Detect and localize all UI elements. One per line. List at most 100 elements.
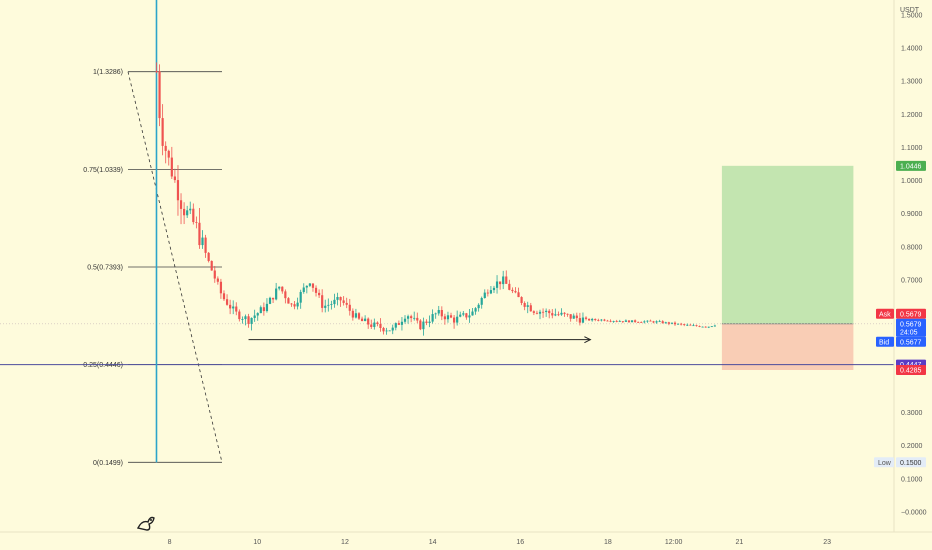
price-tick-label: 1.3000 — [901, 79, 923, 86]
candle-body — [357, 313, 361, 319]
candle-body — [314, 287, 318, 293]
candle-body — [486, 292, 489, 294]
target-price-badge-bg — [896, 160, 926, 171]
drawing-lines[interactable] — [0, 0, 894, 463]
candle-body — [265, 303, 269, 312]
price-tick-label: 1.2000 — [901, 112, 923, 119]
candle-body — [704, 326, 707, 328]
candle-body — [176, 180, 180, 201]
candle-body — [373, 322, 376, 327]
candle-body — [624, 320, 628, 322]
candle-body — [179, 200, 183, 209]
candle-body — [385, 330, 388, 332]
candle-body — [468, 315, 471, 318]
candle-body — [173, 176, 176, 181]
candle-body — [360, 318, 364, 322]
candle-body — [637, 321, 640, 323]
candle-body — [661, 321, 664, 324]
candle-body — [627, 320, 631, 323]
candle-body — [391, 327, 394, 331]
low-label: Low — [878, 460, 892, 467]
price-tick-label: 1.1000 — [901, 145, 923, 152]
candle-body — [456, 316, 459, 323]
time-tick-label: 16 — [516, 539, 524, 546]
candle-body — [621, 321, 624, 323]
loss-zone[interactable] — [721, 323, 854, 370]
candle-body — [155, 71, 158, 73]
candle-body — [572, 315, 575, 319]
candle-body — [474, 308, 477, 312]
stop-price-badge-bg — [896, 364, 926, 375]
candle-body — [222, 293, 226, 300]
candle-body — [192, 208, 195, 223]
profit-zone[interactable] — [721, 165, 854, 324]
fib-level-label: 0.25(0.4446) — [83, 362, 123, 369]
price-tick-label: −0.0000 — [901, 510, 927, 517]
candle-body — [311, 283, 315, 288]
last-price: 0.5679 — [900, 321, 922, 328]
fib-retracement[interactable]: 1(1.3286) 0.75(1.0339) 0.5(0.7393) 0.25(0.4… — [83, 69, 223, 467]
candle-body — [167, 150, 170, 158]
candle-body — [321, 295, 324, 308]
candle-body — [419, 320, 422, 330]
candle-body — [330, 304, 333, 305]
candle-body — [379, 324, 382, 329]
candle-body — [492, 287, 496, 291]
candle-body — [686, 324, 689, 326]
candle-body — [410, 316, 413, 319]
candle-body — [161, 118, 164, 146]
candles — [155, 62, 716, 336]
long-position-tool[interactable] — [721, 165, 854, 370]
candle-body — [213, 270, 216, 279]
fib-trend-line[interactable] — [127, 71, 223, 463]
candle-body — [238, 311, 241, 320]
time-tick-label: 23 — [823, 539, 831, 546]
price-axis[interactable]: 1.5000 1.4000 1.3000 1.2000 1.1000 1.0000 0.90… — [893, 0, 927, 532]
candle-body — [517, 292, 520, 298]
candle-body — [541, 311, 545, 313]
candle-body — [400, 321, 404, 325]
candle-body — [262, 307, 265, 312]
candle-body — [210, 260, 213, 271]
candle-body — [225, 299, 229, 305]
price-tick-label: 0.9000 — [901, 211, 923, 218]
time-axis[interactable]: 8 10 12 14 16 18 12:00 21 23 — [0, 531, 932, 546]
candle-body — [480, 298, 483, 305]
candle-body — [535, 312, 539, 314]
time-tick-label: 12:00 — [665, 539, 683, 546]
candle-body — [422, 321, 425, 330]
low-price-bg — [896, 457, 926, 468]
candle-body — [204, 237, 207, 253]
candle-body — [333, 299, 336, 305]
candle-body — [520, 297, 523, 304]
candle-body — [563, 312, 566, 314]
candle-body — [609, 320, 612, 322]
candle-body — [345, 302, 348, 305]
candle-body — [587, 318, 591, 321]
candle-body — [290, 303, 293, 305]
candle-body — [281, 286, 284, 292]
candle-body — [158, 71, 161, 119]
candle-body — [394, 323, 397, 328]
candle-body — [569, 314, 572, 319]
candle-body — [462, 313, 465, 315]
candle-body — [600, 319, 603, 321]
ask-price: 0.5679 — [900, 311, 922, 318]
tradingview-logo-icon — [136, 516, 155, 531]
candle-body — [646, 320, 649, 322]
price-tick-label: 1.4000 — [901, 46, 923, 53]
low-price: 0.1500 — [900, 460, 922, 467]
candle-body — [581, 317, 585, 323]
candle-body — [287, 298, 290, 304]
candle-body — [499, 281, 502, 285]
candle-body — [186, 210, 189, 216]
candle-body — [327, 304, 330, 306]
last-price-bg — [896, 318, 926, 337]
candle-body — [296, 302, 299, 307]
candle-body — [388, 330, 391, 332]
bid-label: Bid — [879, 339, 889, 346]
candle-body — [483, 292, 486, 299]
price-tick-label: 0.8000 — [901, 244, 923, 251]
price-tick-label: 0.1000 — [901, 476, 923, 483]
